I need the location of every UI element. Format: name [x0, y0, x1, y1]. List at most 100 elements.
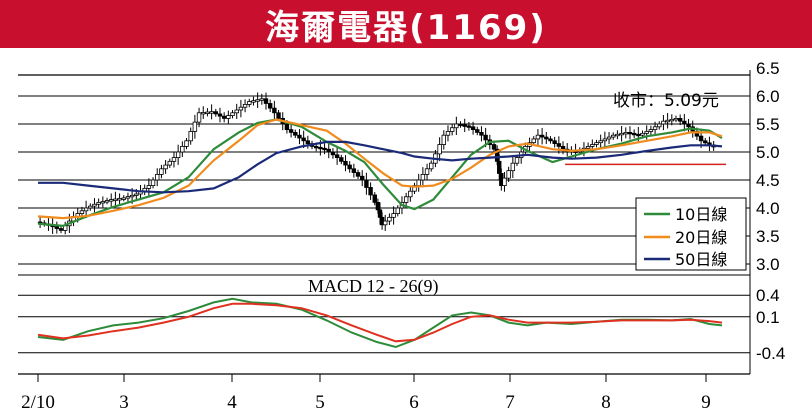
candle-body	[497, 160, 502, 174]
candle-body	[391, 213, 396, 218]
candle-body	[387, 216, 392, 222]
candle-body	[121, 197, 126, 200]
candle-body	[339, 157, 344, 162]
candle-body	[408, 190, 413, 198]
x-ticks: 2/10 3 4 5 6 7 8 9	[21, 374, 711, 413]
candle-body	[322, 147, 327, 151]
candle-body	[226, 115, 231, 119]
price-y-tick-label: 5.0	[756, 143, 780, 162]
candle-body	[242, 104, 248, 108]
macd-y-ticks: 0.4 0.1 -0.4	[756, 286, 785, 363]
candle-body	[395, 207, 400, 214]
candle-body	[276, 112, 281, 119]
candle-body	[163, 164, 168, 170]
candle-body	[100, 201, 106, 204]
candle-body	[636, 133, 641, 137]
candle-body	[125, 196, 131, 199]
price-y-tick-label: 4.0	[756, 199, 780, 218]
candle-body	[113, 198, 118, 201]
candle-body	[483, 134, 488, 141]
candle-body	[619, 132, 624, 136]
candle-body	[602, 138, 608, 142]
candle-body	[267, 103, 273, 109]
candle-body	[205, 111, 210, 114]
candle-body	[318, 146, 323, 150]
candle-body	[686, 123, 691, 128]
x-tick-label: 5	[315, 392, 325, 413]
candle-body	[192, 121, 198, 132]
candle-body	[259, 98, 265, 101]
candle-body	[669, 118, 674, 122]
candle-body	[470, 126, 476, 131]
candle-body	[644, 131, 649, 134]
candle-body	[180, 145, 185, 153]
price-y-tick-label: 4.5	[756, 171, 780, 190]
macd-line-macd	[37, 297, 723, 349]
ma-line-ma20	[37, 118, 723, 220]
candle-body	[506, 170, 511, 179]
candle-body	[449, 127, 455, 132]
x-tick-label: 2/10	[21, 392, 55, 413]
legend-label-ma10: 10日線	[675, 205, 727, 224]
candle-body	[255, 99, 260, 102]
candle-body	[293, 131, 298, 136]
price-y-tick-label: 6.5	[756, 59, 780, 78]
candle-body	[514, 157, 520, 164]
candle-body	[383, 220, 388, 226]
candle-body	[420, 173, 426, 181]
candle-body	[403, 196, 409, 203]
x-tick-label: 7	[505, 392, 515, 413]
candle-body	[175, 151, 181, 158]
candle-body	[196, 112, 202, 123]
candle-body	[652, 126, 658, 131]
candle-body	[188, 131, 193, 142]
candle-body	[96, 201, 101, 205]
candle-body	[334, 154, 340, 159]
candle-body	[155, 173, 160, 181]
candle-body	[347, 164, 352, 170]
candle-body	[703, 140, 708, 144]
legend-label-ma50: 50日線	[675, 250, 727, 269]
macd-y-tick-label: -0.4	[756, 344, 785, 363]
ma-line-ma10	[37, 118, 723, 228]
candle-body	[502, 177, 507, 186]
candle-body	[83, 207, 89, 212]
candlesticks	[37, 92, 716, 235]
candle-body	[623, 131, 628, 135]
macd-label: MACD 12 - 26(9)	[308, 276, 439, 297]
candle-body	[263, 98, 269, 104]
candle-body	[88, 205, 93, 209]
price-y-tick-label: 3.5	[756, 227, 780, 246]
candle-body	[104, 200, 110, 203]
candle-body	[230, 112, 235, 117]
candle-body	[201, 112, 206, 115]
candle-body	[213, 111, 218, 115]
candle-body	[134, 193, 139, 196]
x-tick-label: 8	[601, 392, 611, 413]
candle-body	[184, 140, 189, 147]
candle-body	[677, 118, 683, 122]
candle-body	[479, 131, 484, 136]
candle-body	[209, 111, 214, 114]
candle-body	[627, 131, 633, 135]
x-tick-label: 3	[119, 392, 129, 413]
candle-body	[462, 124, 467, 127]
candle-body	[146, 185, 152, 189]
candle-body	[221, 115, 227, 119]
macd-y-tick-label: 0.4	[756, 286, 780, 305]
candle-body	[377, 209, 383, 218]
x-tick-label: 4	[227, 392, 237, 413]
candle-body	[544, 136, 549, 140]
candle-body	[297, 134, 302, 139]
candle-body	[372, 194, 377, 203]
candle-body	[305, 140, 311, 145]
candle-body	[171, 157, 177, 162]
candle-body	[314, 145, 319, 149]
candle-body	[682, 120, 687, 125]
candle-body	[109, 199, 114, 202]
ma-line-ma50	[38, 140, 723, 194]
candle-body	[458, 123, 463, 126]
macd-gridlines	[18, 294, 750, 354]
candle-body	[531, 138, 536, 144]
